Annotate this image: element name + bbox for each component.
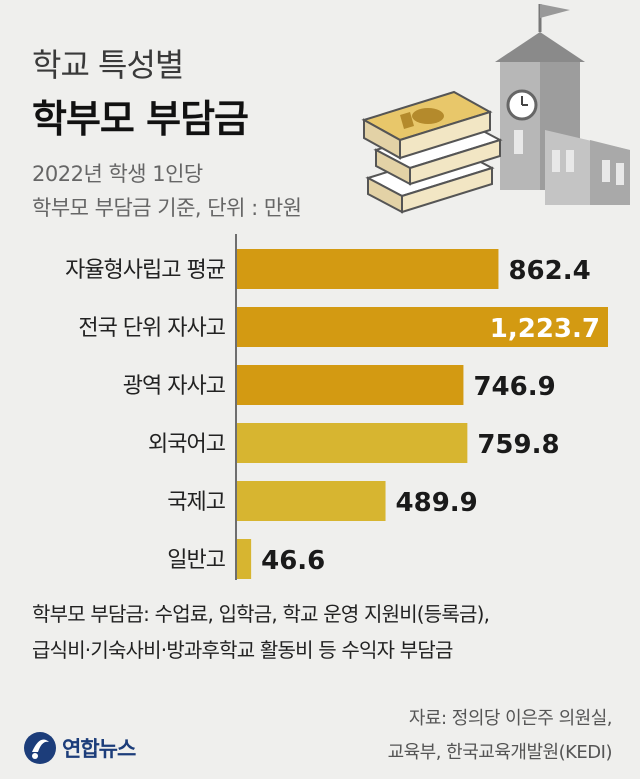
bar bbox=[237, 365, 464, 405]
bar bbox=[237, 249, 499, 289]
value-label: 1,223.7 bbox=[490, 314, 600, 344]
bar bbox=[237, 481, 386, 521]
money-stack-icon bbox=[361, 90, 503, 214]
category-label: 외국어고 bbox=[148, 432, 226, 457]
category-label: 국제고 bbox=[167, 490, 225, 515]
clock-icon bbox=[506, 89, 538, 121]
value-label: 746.9 bbox=[473, 372, 555, 402]
bar bbox=[237, 307, 608, 347]
value-label: 759.8 bbox=[477, 430, 559, 460]
source-line1: 자료: 정의당 이은주 의원실, bbox=[408, 708, 613, 729]
subtitle-line2: 학부모 부담금 기준, 단위 : 만원 bbox=[32, 196, 302, 220]
value-label: 46.6 bbox=[261, 546, 325, 576]
logo-text: 연합뉴스 bbox=[62, 737, 136, 761]
category-label: 자율형사립고 평균 bbox=[65, 258, 226, 283]
yonhap-logo-icon bbox=[24, 732, 56, 764]
bar-chart: 자율형사립고 평균 862.4 전국 단위 자사고 1,223.7 광역 자사고 746.… bbox=[65, 234, 608, 580]
school-building-icon bbox=[495, 32, 630, 205]
page-title-line2: 학부모 부담금 bbox=[32, 97, 249, 141]
value-label: 489.9 bbox=[396, 488, 478, 518]
category-label: 일반고 bbox=[167, 548, 225, 573]
flag-icon bbox=[538, 4, 570, 32]
illustration bbox=[361, 4, 630, 214]
subtitle-line1: 2022년 학생 1인당 bbox=[32, 162, 203, 186]
yonhap-logo: 연합뉴스 bbox=[22, 730, 136, 766]
category-label: 광역 자사고 bbox=[123, 374, 226, 399]
source-line2: 교육부, 한국교육개발원(KEDI) bbox=[387, 742, 613, 763]
value-label: 862.4 bbox=[508, 256, 590, 286]
footnote-line1: 학부모 부담금: 수업료, 입학금, 학교 운영 지원비(등록금), bbox=[32, 602, 490, 626]
footnote-line2: 급식비·기숙사비·방과후학교 활동비 등 수익자 부담금 bbox=[32, 638, 453, 662]
page-title-line1: 학교 특성별 bbox=[32, 46, 184, 84]
bar bbox=[237, 539, 252, 579]
bar bbox=[237, 423, 468, 463]
category-label: 전국 단위 자사고 bbox=[78, 316, 225, 341]
